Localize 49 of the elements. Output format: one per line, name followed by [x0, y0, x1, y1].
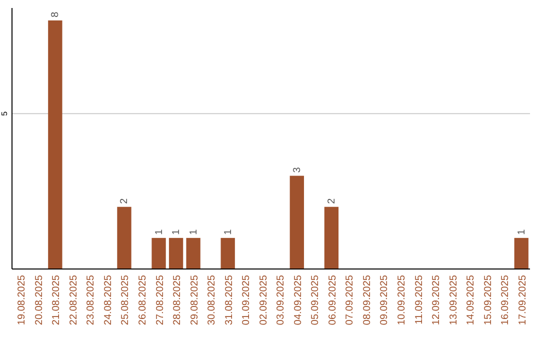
x-tick-label: 28.08.2025: [172, 274, 184, 326]
x-tick-label: 08.09.2025: [362, 274, 373, 326]
x-tick-label: 30.08.2025: [206, 274, 218, 326]
x-tick-label: 09.09.2025: [379, 274, 390, 326]
x-tick-label: 10.09.2025: [396, 274, 408, 326]
x-tick-label: 07.09.2025: [344, 274, 356, 326]
bar: [117, 206, 132, 269]
bar: [324, 206, 339, 269]
data-label: 1: [154, 228, 165, 235]
bar: [220, 238, 235, 269]
x-tick-label: 02.09.2025: [258, 274, 270, 326]
x-tick-label: 31.08.2025: [224, 274, 235, 326]
x-tick-label: 12.09.2025: [431, 274, 442, 326]
bar: [168, 238, 184, 269]
x-tick-label: 03.09.2025: [276, 274, 287, 326]
data-label: 2: [326, 198, 338, 204]
x-tick-label: 16.09.2025: [500, 274, 512, 326]
data-label: 8: [50, 11, 62, 18]
x-tick-label: 29.08.2025: [189, 274, 200, 326]
x-tick-label: 19.08.2025: [16, 274, 28, 326]
data-label: 2: [119, 198, 130, 204]
x-tick-label: 04.09.2025: [292, 274, 304, 326]
x-tick-label: 25.08.2025: [120, 274, 132, 326]
bar: [514, 238, 528, 269]
data-label: 1: [516, 228, 528, 235]
bar: [186, 238, 200, 269]
x-tick-label: 17.09.2025: [517, 274, 528, 326]
x-tick-label: 22.08.2025: [68, 274, 80, 326]
bar: [152, 238, 166, 269]
x-tick-label: 20.08.2025: [34, 274, 45, 326]
bar: [48, 20, 62, 269]
data-label: 1: [222, 228, 234, 235]
x-tick-label: 11.09.2025: [414, 274, 425, 324]
y-tick-label: 5: [0, 110, 9, 116]
x-tick-label: 26.08.2025: [138, 274, 148, 326]
x-tick-label: 13.09.2025: [448, 274, 460, 326]
x-tick-label: 14.09.2025: [466, 274, 477, 326]
x-tick-label: 06.09.2025: [327, 274, 338, 326]
data-label: 1: [171, 228, 182, 235]
x-tick-label: 24.08.2025: [102, 274, 114, 326]
x-tick-label: 05.09.2025: [310, 274, 322, 326]
x-tick-label: 21.08.2025: [51, 274, 62, 326]
bar: [290, 176, 304, 269]
x-tick-label: 01.09.2025: [241, 274, 252, 326]
x-tick-label: 23.08.2025: [86, 274, 97, 326]
data-label: 1: [188, 228, 200, 235]
x-tick-label: 27.08.2025: [154, 274, 166, 326]
data-label: 3: [292, 166, 303, 173]
x-tick-label: 15.09.2025: [482, 274, 494, 326]
